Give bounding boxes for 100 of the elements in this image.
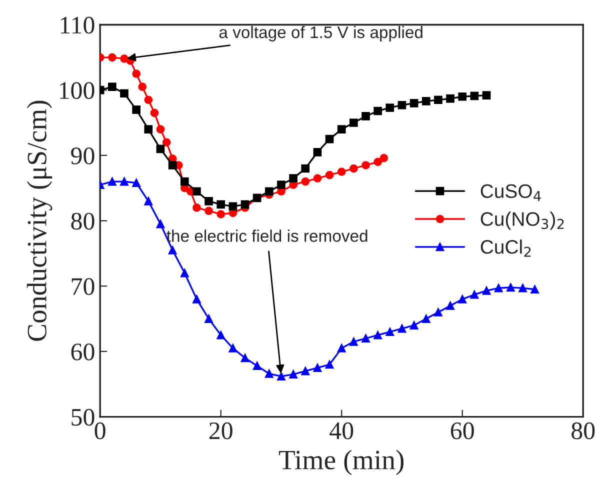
point [108,82,116,91]
point [313,364,322,372]
point [482,286,491,295]
point [434,96,442,104]
point [380,154,388,162]
point [150,108,159,118]
point [301,177,310,186]
y-tick-label: 80 [71,212,94,230]
point [144,96,153,104]
point [374,106,382,116]
point [132,178,140,188]
point [386,328,394,336]
point [458,92,467,101]
x-tick-label: 40 [330,422,354,440]
point [337,168,346,176]
y-tick-label: 50 [72,408,94,426]
point [120,177,128,186]
point [156,125,165,134]
point [168,161,177,170]
legend-label: Cu(NO$_{3}$)$_{2}$ [480,212,564,230]
point [434,308,442,316]
point [192,295,201,304]
point [240,354,250,362]
point [216,200,226,209]
x-tick-label: 20 [209,422,232,440]
point [362,112,370,120]
point [410,98,418,108]
point [264,187,274,196]
point [162,138,171,147]
point [422,97,430,106]
point [446,302,454,310]
point [168,246,177,254]
point [458,295,467,304]
point [156,220,165,228]
point [156,144,165,154]
point [132,106,140,114]
point [470,92,479,100]
point [228,344,238,352]
legend-label: CuCl$_{2}$ [480,240,531,257]
point [216,210,226,218]
point [204,206,213,216]
point [374,158,382,166]
point [108,53,116,62]
point [204,314,213,323]
point [470,290,479,299]
x-tick-label: 60 [450,422,474,440]
point [446,94,454,103]
point [398,100,406,110]
point [192,187,201,196]
point [350,164,358,173]
x-axis-title: Time (min) [278,450,404,476]
point [144,125,153,134]
point [337,125,346,134]
point [422,314,430,323]
point [216,330,226,340]
point [506,283,515,292]
point [374,330,382,340]
point [518,284,527,292]
point [494,284,503,292]
point [350,337,358,346]
y-axis-title: Conductivity (μS/cm) [26,100,52,341]
point [398,324,406,333]
point [313,148,322,156]
point [132,70,140,78]
point [289,370,298,378]
point [362,161,370,170]
point [325,360,334,369]
point [180,177,189,186]
point [325,170,334,180]
y-tick-label: 100 [60,82,94,100]
point [228,202,238,211]
point [530,285,539,294]
point [138,82,147,91]
point [301,164,310,173]
point [337,344,346,352]
legend-label: CuSO$_{4}$ [480,184,541,202]
point [180,268,189,278]
x-tick-label: 0 [94,422,106,440]
point [108,177,116,186]
point [350,118,358,127]
point [482,91,491,100]
point [144,197,153,206]
point [240,200,250,209]
point [192,204,201,212]
point [301,366,310,376]
point [252,362,262,370]
point [120,89,128,98]
point [325,134,334,144]
y-tick-label: 90 [71,147,94,164]
point [289,174,298,182]
point [362,334,370,343]
point [204,197,213,206]
annotation: a voltage of 1.5 V is applied [219,26,422,42]
point [313,174,322,182]
point [410,321,418,330]
y-tick-label: 60 [71,344,94,360]
point [277,180,286,189]
x-tick-label: 80 [572,422,595,440]
point [277,372,286,380]
annotation: the electric field is removed [166,230,368,242]
